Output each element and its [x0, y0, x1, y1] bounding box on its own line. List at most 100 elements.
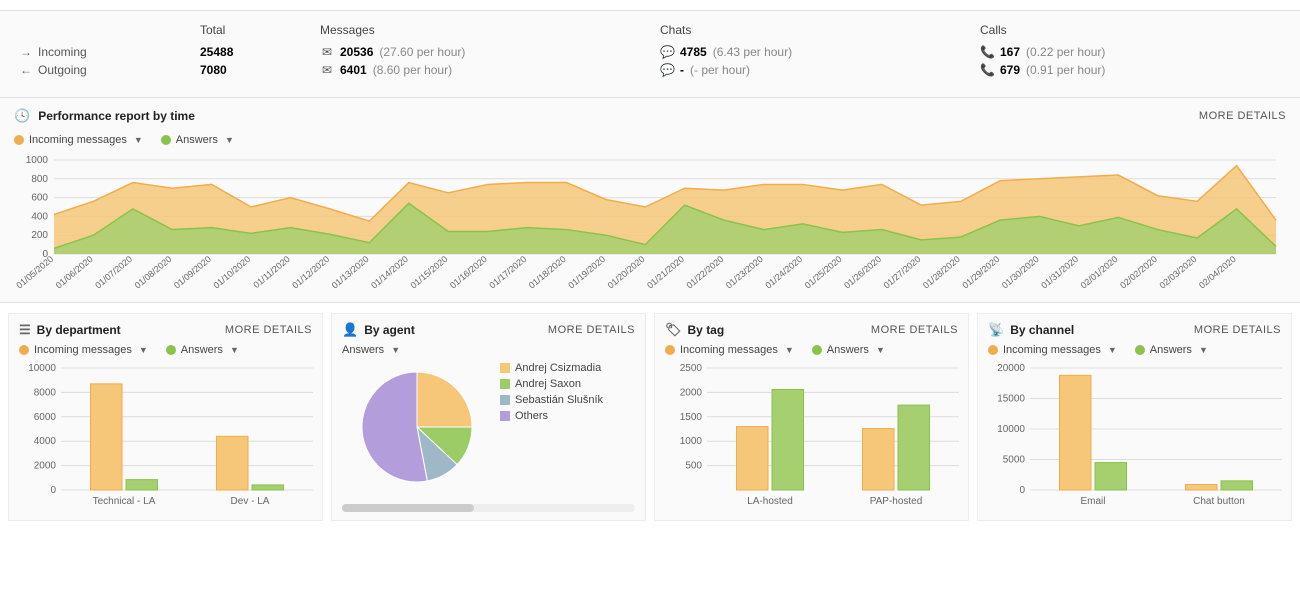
svg-text:6000: 6000 — [34, 412, 57, 423]
pie-legend-item: Andrej Saxon — [500, 378, 603, 390]
tag-more-details[interactable]: MORE DETAILS — [871, 324, 958, 336]
caret-down-icon: ▼ — [785, 345, 794, 355]
agent-title: By agent — [364, 323, 415, 337]
caret-down-icon: ▼ — [876, 345, 885, 355]
chats-outgoing-count: - — [680, 63, 684, 77]
messages-outgoing-count: 6401 — [340, 63, 367, 77]
svg-text:0: 0 — [50, 485, 56, 496]
caret-down-icon: ▼ — [225, 135, 234, 145]
pie-legend-label: Andrej Saxon — [515, 378, 581, 390]
svg-text:01/19/2020: 01/19/2020 — [566, 254, 607, 291]
svg-text:4000: 4000 — [34, 436, 57, 447]
total-header: Total — [200, 23, 320, 37]
perf-more-details[interactable]: MORE DETAILS — [1199, 110, 1286, 122]
svg-text:02/02/2020: 02/02/2020 — [1118, 254, 1159, 291]
svg-text:01/08/2020: 01/08/2020 — [133, 254, 174, 291]
svg-text:01/10/2020: 01/10/2020 — [211, 254, 252, 291]
incoming-arrow-icon: → — [20, 45, 32, 59]
svg-text:2000: 2000 — [34, 461, 57, 472]
orange-dot-icon — [14, 135, 24, 145]
svg-text:01/31/2020: 01/31/2020 — [1039, 254, 1080, 291]
panel-department: ☰ By department MORE DETAILS Incoming me… — [8, 313, 323, 521]
dept-more-details[interactable]: MORE DETAILS — [225, 324, 312, 336]
tag-legend-answers[interactable]: Answers ▼ — [812, 344, 885, 356]
caret-down-icon: ▼ — [391, 345, 400, 355]
svg-text:PAP-hosted: PAP-hosted — [870, 496, 923, 507]
envelope-icon: ✉ — [320, 63, 334, 77]
calls-incoming-rate: (0.22 per hour) — [1026, 45, 1105, 59]
chats-outgoing-rate: (- per hour) — [690, 63, 750, 77]
green-dot-icon — [812, 345, 822, 355]
total-incoming: 25488 — [200, 45, 233, 59]
svg-text:0: 0 — [1019, 485, 1025, 496]
svg-text:01/16/2020: 01/16/2020 — [448, 254, 489, 291]
pie-legend-item: Others — [500, 410, 603, 422]
agent-more-details[interactable]: MORE DETAILS — [548, 324, 635, 336]
channel-title: By channel — [1010, 323, 1074, 337]
svg-text:600: 600 — [31, 193, 48, 204]
panel-agent: 👤 By agent MORE DETAILS Answers ▼ Andrej… — [331, 313, 646, 521]
dept-bar-chart: 0200040006000800010000Technical - LADev … — [19, 362, 319, 512]
perf-section-head: 🕓 Performance report by time MORE DETAIL… — [0, 98, 1300, 130]
svg-text:01/20/2020: 01/20/2020 — [606, 254, 647, 291]
dept-legend-answers[interactable]: Answers ▼ — [166, 344, 239, 356]
svg-text:01/18/2020: 01/18/2020 — [527, 254, 568, 291]
calls-header: Calls — [980, 23, 1280, 37]
channel-more-details[interactable]: MORE DETAILS — [1194, 324, 1281, 336]
green-dot-icon — [1135, 345, 1145, 355]
panel-channel: 📡 By channel MORE DETAILS Incoming messa… — [977, 313, 1292, 521]
agent-legend-answers[interactable]: Answers ▼ — [342, 344, 400, 356]
svg-text:LA-hosted: LA-hosted — [747, 496, 793, 507]
messages-header: Messages — [320, 23, 660, 37]
perf-legend: Incoming messages ▼ Answers ▼ — [0, 130, 1300, 156]
user-icon: 👤 — [342, 322, 358, 338]
horizontal-scrollbar[interactable] — [342, 504, 635, 512]
chat-icon: 💬 — [660, 63, 674, 77]
svg-text:01/23/2020: 01/23/2020 — [724, 254, 765, 291]
svg-text:01/06/2020: 01/06/2020 — [54, 254, 95, 291]
calls-incoming-count: 167 — [1000, 45, 1020, 59]
channel-legend-answers[interactable]: Answers ▼ — [1135, 344, 1208, 356]
agent-pie-legend: Andrej CsizmadiaAndrej SaxonSebastián Sl… — [500, 362, 603, 492]
svg-text:02/03/2020: 02/03/2020 — [1158, 254, 1199, 291]
outgoing-arrow-icon: ← — [20, 63, 32, 77]
pie-legend-item: Sebastián Slušník — [500, 394, 603, 406]
chats-incoming-rate: (6.43 per hour) — [713, 45, 792, 59]
channel-legend-incoming[interactable]: Incoming messages ▼ — [988, 344, 1117, 356]
envelope-icon: ✉ — [320, 45, 334, 59]
svg-text:2000: 2000 — [680, 387, 703, 398]
tag-icon: 🏷 — [665, 322, 682, 338]
svg-text:01/09/2020: 01/09/2020 — [172, 254, 213, 291]
calls-outgoing-count: 679 — [1000, 63, 1020, 77]
legend-incoming[interactable]: Incoming messages ▼ — [14, 134, 143, 146]
svg-text:Dev - LA: Dev - LA — [231, 496, 270, 507]
svg-text:01/05/2020: 01/05/2020 — [14, 254, 55, 291]
svg-text:500: 500 — [685, 461, 702, 472]
legend-swatch-icon — [500, 379, 510, 389]
agent-pie-chart — [342, 362, 492, 492]
svg-text:01/28/2020: 01/28/2020 — [921, 254, 962, 291]
svg-text:01/24/2020: 01/24/2020 — [763, 254, 804, 291]
incoming-label: Incoming — [38, 45, 87, 59]
caret-down-icon: ▼ — [134, 135, 143, 145]
caret-down-icon: ▼ — [1199, 345, 1208, 355]
svg-text:01/30/2020: 01/30/2020 — [1000, 254, 1041, 291]
svg-text:01/26/2020: 01/26/2020 — [842, 254, 883, 291]
dept-title: By department — [37, 323, 121, 337]
svg-text:8000: 8000 — [34, 387, 57, 398]
orange-dot-icon — [665, 345, 675, 355]
svg-text:400: 400 — [31, 211, 48, 222]
legend-swatch-icon — [500, 411, 510, 421]
panel-tag: 🏷 By tag MORE DETAILS Incoming messages … — [654, 313, 969, 521]
calls-outgoing-rate: (0.91 per hour) — [1026, 63, 1105, 77]
tag-legend-incoming[interactable]: Incoming messages ▼ — [665, 344, 794, 356]
svg-text:Technical - LA: Technical - LA — [93, 496, 156, 507]
pie-legend-label: Others — [515, 410, 548, 422]
dept-legend-incoming[interactable]: Incoming messages ▼ — [19, 344, 148, 356]
phone-icon: 📞 — [980, 63, 994, 77]
svg-text:01/07/2020: 01/07/2020 — [93, 254, 134, 291]
caret-down-icon: ▼ — [1108, 345, 1117, 355]
green-dot-icon — [166, 345, 176, 355]
svg-text:2500: 2500 — [680, 363, 703, 374]
legend-answers[interactable]: Answers ▼ — [161, 134, 234, 146]
